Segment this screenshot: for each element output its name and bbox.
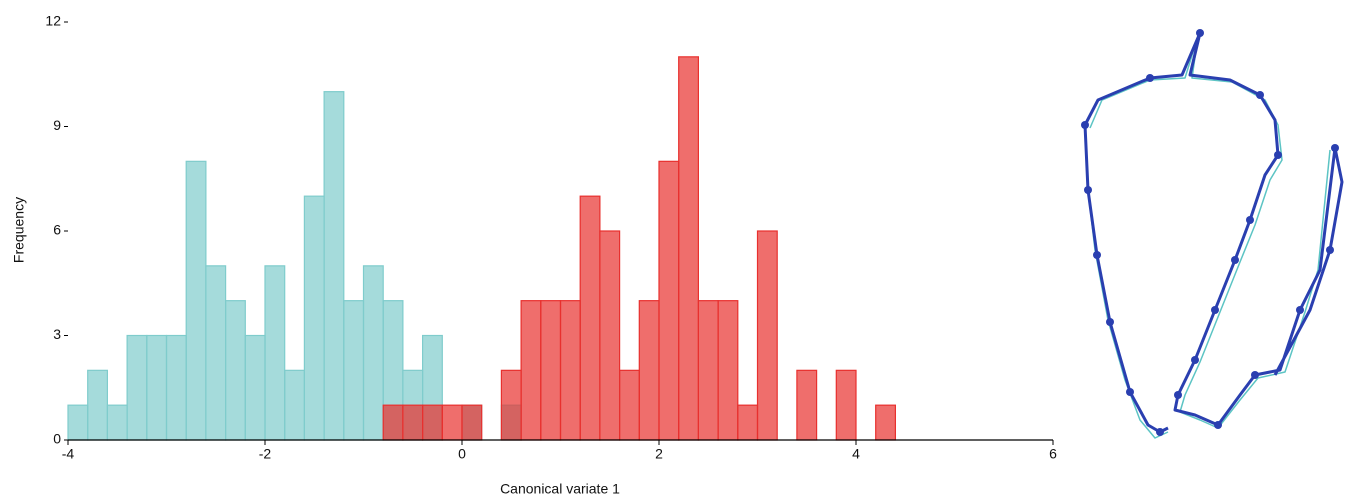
bar: [284, 369, 306, 441]
bar: [343, 300, 365, 441]
plot-area: -4 -2 0 2 4 6 0 3 6 9 12: [45, 13, 1057, 462]
bar: [599, 230, 621, 441]
x-axis-label: Canonical variate 1: [500, 481, 620, 497]
bar: [638, 300, 660, 441]
x-tick-label: 6: [1049, 446, 1057, 462]
bar: [146, 334, 168, 441]
outline-reference: [1089, 35, 1331, 429]
bar: [165, 334, 187, 441]
bar: [126, 334, 148, 441]
bar: [461, 404, 483, 441]
bar: [106, 404, 128, 441]
x-tick-label: -2: [259, 446, 272, 462]
bar: [756, 230, 778, 441]
bar: [697, 300, 719, 441]
bar: [796, 369, 818, 441]
y-tick-label: 6: [53, 222, 61, 238]
bar: [185, 160, 207, 441]
bar: [678, 56, 700, 441]
bar: [441, 404, 463, 441]
bar: [303, 195, 325, 441]
bar: [225, 300, 246, 441]
bar: [540, 300, 562, 441]
bar: [87, 369, 108, 441]
landmarks: [1081, 29, 1339, 436]
bar: [323, 91, 345, 441]
bar: [402, 404, 424, 441]
bar: [244, 334, 266, 441]
bar: [717, 300, 739, 441]
bar: [658, 160, 680, 441]
bar: [579, 195, 601, 441]
bar: [422, 404, 443, 441]
bar: [382, 404, 404, 441]
bar: [67, 404, 89, 441]
x-tick-label: 2: [655, 446, 663, 462]
shape-diagram: [1081, 29, 1344, 439]
bar: [205, 265, 227, 441]
bar: [737, 404, 759, 441]
bar: [875, 404, 897, 441]
y-axis-label: Frequency: [11, 197, 27, 263]
y-tick-label: 9: [53, 117, 61, 133]
bar: [835, 369, 857, 441]
x-tick-label: 4: [852, 446, 860, 462]
bar: [362, 265, 384, 441]
bar: [618, 369, 640, 441]
bar: [264, 265, 286, 441]
y-tick-label: 3: [53, 326, 61, 342]
bar: [559, 300, 581, 441]
y-tick-label: 0: [53, 431, 61, 447]
y-tick-label: 12: [45, 13, 61, 29]
x-tick-label: 0: [458, 446, 466, 462]
x-tick-label: -4: [62, 446, 75, 462]
bar: [500, 369, 522, 441]
bar: [520, 300, 542, 441]
